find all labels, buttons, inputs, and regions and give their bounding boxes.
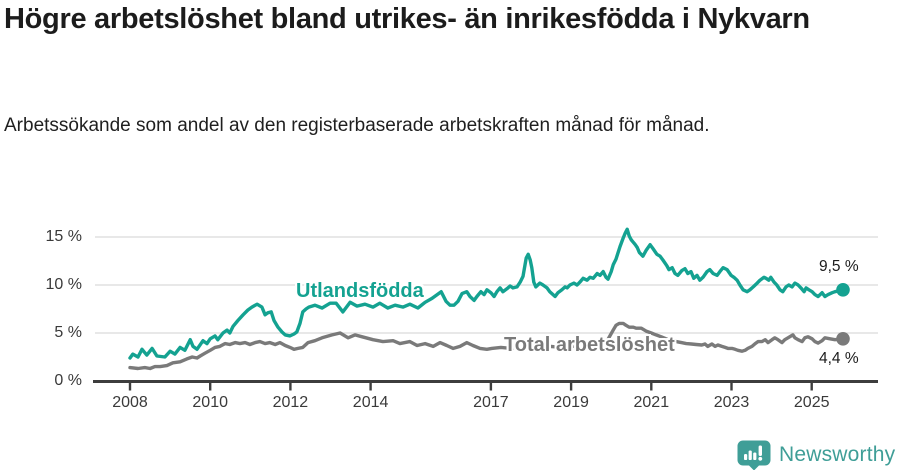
x-axis-label: 2010 [192, 394, 228, 411]
series-line-0 [128, 227, 845, 360]
y-axis-label: 5 % [54, 324, 82, 341]
y-axis-label: 15 % [45, 228, 82, 245]
series-end-dot-0 [836, 283, 850, 297]
brand-footer: Newsworthy [737, 440, 895, 470]
x-axis-label: 2008 [112, 394, 148, 411]
series-end-dot-1 [836, 332, 850, 346]
x-axis-label: 2025 [793, 394, 830, 411]
series-label-utlandsfodda: Utlandsfödda [296, 280, 424, 302]
x-axis-label: 2021 [633, 394, 670, 411]
y-axis-label: 10 % [45, 276, 82, 293]
x-axis-label: 2019 [553, 394, 589, 411]
x-axis-label: 2023 [713, 394, 750, 411]
series-label-total-arbetsloshet: Total arbetslöshet [504, 334, 675, 356]
brand-name: Newsworthy [779, 443, 896, 466]
newsworthy-logo-icon [737, 440, 771, 470]
x-axis-label: 2017 [473, 394, 509, 411]
chart-subtitle: Arbetssökande som andel av den registerb… [4, 115, 710, 136]
series-line-1 [128, 321, 845, 371]
x-axis-label: 2012 [272, 394, 309, 411]
end-value-utlandsfodda: 9,5 % [819, 258, 859, 275]
x-axis-label: 2014 [352, 394, 389, 411]
page-title: Högre arbetslöshet bland utrikes- än inr… [4, 3, 810, 35]
y-axis-label: 0 % [54, 372, 82, 389]
end-value-total-arbetsloshet: 4,4 % [819, 350, 859, 367]
